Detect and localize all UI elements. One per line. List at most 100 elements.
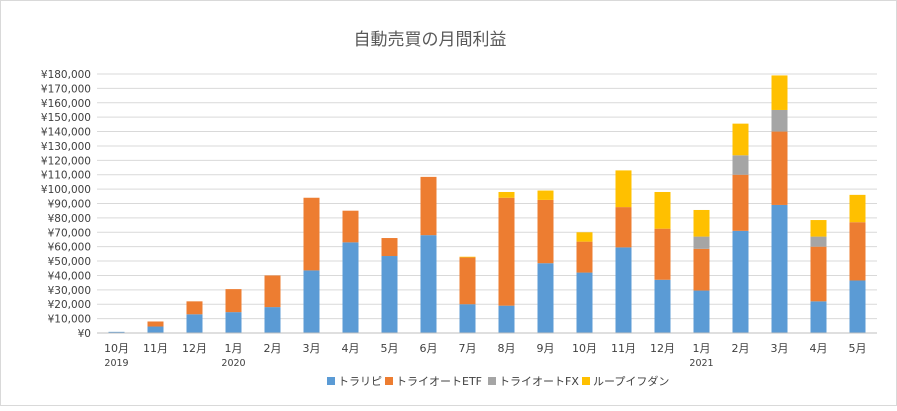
x-category-label: 10月: [104, 342, 129, 355]
legend-swatch: [488, 377, 496, 385]
x-category-label: 7月: [459, 342, 477, 355]
x-category-label: 3月: [303, 342, 321, 355]
bar-segment: [732, 230, 749, 333]
bar-segment: [849, 194, 866, 223]
y-tick-label: ¥130,000: [41, 141, 91, 153]
bar-segment: [810, 220, 827, 237]
bar-segment: [732, 174, 749, 231]
x-category-label: 11月: [611, 342, 636, 355]
x-year-label: 2020: [221, 358, 245, 369]
bar-segment: [693, 290, 710, 333]
y-tick-label: ¥0: [78, 328, 91, 340]
y-tick-label: ¥30,000: [48, 285, 91, 297]
x-category-label: 9月: [537, 342, 555, 355]
bar-segment: [576, 241, 593, 273]
x-category-label: 8月: [498, 342, 516, 355]
bar-segment: [225, 289, 242, 313]
x-category-label: 1月: [225, 342, 243, 355]
bar-segment: [498, 305, 515, 333]
y-axis-tick-labels: ¥0 ¥10,000 ¥20,000 ¥30,000 ¥40,000 ¥50,000 ¥60…: [41, 69, 91, 340]
x-axis-category-labels: 10月 11月 12月 1月 2月 3月 4月 5月 6月 7月 8月 9月 10月 11月 12月 1月 2月…: [104, 342, 867, 369]
bar-segment: [303, 197, 320, 271]
bar-segment: [381, 238, 398, 257]
bar-segment: [849, 222, 866, 281]
bar-segment: [459, 304, 476, 333]
x-category-label: 2月: [264, 342, 282, 355]
bar-segment: [420, 235, 437, 333]
bar-segment: [810, 246, 827, 302]
bar-segment: [459, 256, 476, 258]
x-category-label: 5月: [849, 342, 867, 355]
y-tick-label: ¥100,000: [41, 184, 91, 196]
bar-segment: [342, 242, 359, 333]
legend-swatch: [385, 377, 393, 385]
y-tick-label: ¥20,000: [48, 299, 91, 311]
bar-segment: [537, 190, 554, 200]
chart-title: 自動売買の月間利益: [354, 30, 507, 50]
bar-segment: [771, 131, 788, 205]
bar-segment: [186, 314, 203, 333]
x-category-label: 11月: [143, 342, 168, 355]
bar-segment: [498, 191, 515, 198]
bar-segment: [303, 270, 320, 333]
legend-label: トラリピ: [338, 375, 382, 388]
bar-segment: [264, 307, 281, 333]
legend-swatch: [327, 377, 335, 385]
bar-segment: [147, 326, 164, 333]
x-category-label: 6月: [420, 342, 438, 355]
bar-segment: [654, 279, 671, 333]
bar-segment: [537, 263, 554, 333]
bar-segment: [576, 272, 593, 333]
bar-segment: [576, 232, 593, 242]
bar-segment: [147, 321, 164, 327]
x-year-label: 2021: [689, 358, 713, 369]
bar-segment: [615, 170, 632, 208]
x-category-label: 1月: [693, 342, 711, 355]
x-category-label: 12月: [650, 342, 675, 355]
y-tick-label: ¥70,000: [48, 227, 91, 239]
bar-segment: [693, 236, 710, 249]
bar-segment: [810, 236, 827, 247]
bar-segment: [654, 228, 671, 280]
bar-segment: [264, 275, 281, 308]
x-category-label: 4月: [342, 342, 360, 355]
x-category-label: 5月: [381, 342, 399, 355]
bar-segment: [459, 257, 476, 305]
x-category-label: 12月: [182, 342, 207, 355]
bar-segment: [771, 204, 788, 333]
y-tick-label: ¥10,000: [48, 314, 91, 326]
bar-segment: [420, 176, 437, 236]
y-tick-label: ¥110,000: [41, 170, 91, 182]
x-category-label: 3月: [771, 342, 789, 355]
y-tick-label: ¥180,000: [41, 69, 91, 81]
bar-segment: [615, 207, 632, 248]
y-tick-label: ¥120,000: [41, 155, 91, 167]
bar-series: [108, 75, 866, 333]
x-category-label: 10月: [572, 342, 597, 355]
legend-swatch: [582, 377, 590, 385]
x-category-label: 4月: [810, 342, 828, 355]
y-tick-label: ¥50,000: [48, 256, 91, 268]
bar-segment: [225, 312, 242, 333]
bar-segment: [810, 301, 827, 333]
bar-segment: [537, 199, 554, 264]
bar-segment: [732, 123, 749, 156]
legend-label: トライオートETF: [396, 375, 482, 388]
y-tick-label: ¥170,000: [41, 83, 91, 95]
bar-segment: [732, 155, 749, 175]
bar-segment: [615, 247, 632, 333]
bar-segment: [381, 256, 398, 333]
y-tick-label: ¥40,000: [48, 270, 91, 282]
x-year-label: 2019: [104, 358, 128, 369]
y-tick-label: ¥150,000: [41, 112, 91, 124]
bar-segment: [654, 191, 671, 229]
bar-segment: [186, 301, 203, 315]
y-tick-label: ¥160,000: [41, 98, 91, 110]
legend-label: ループイフダン: [593, 374, 669, 388]
y-tick-label: ¥90,000: [48, 199, 91, 211]
legend-label: トライオートFX: [499, 375, 579, 388]
y-tick-label: ¥80,000: [48, 213, 91, 225]
bar-segment: [849, 280, 866, 333]
